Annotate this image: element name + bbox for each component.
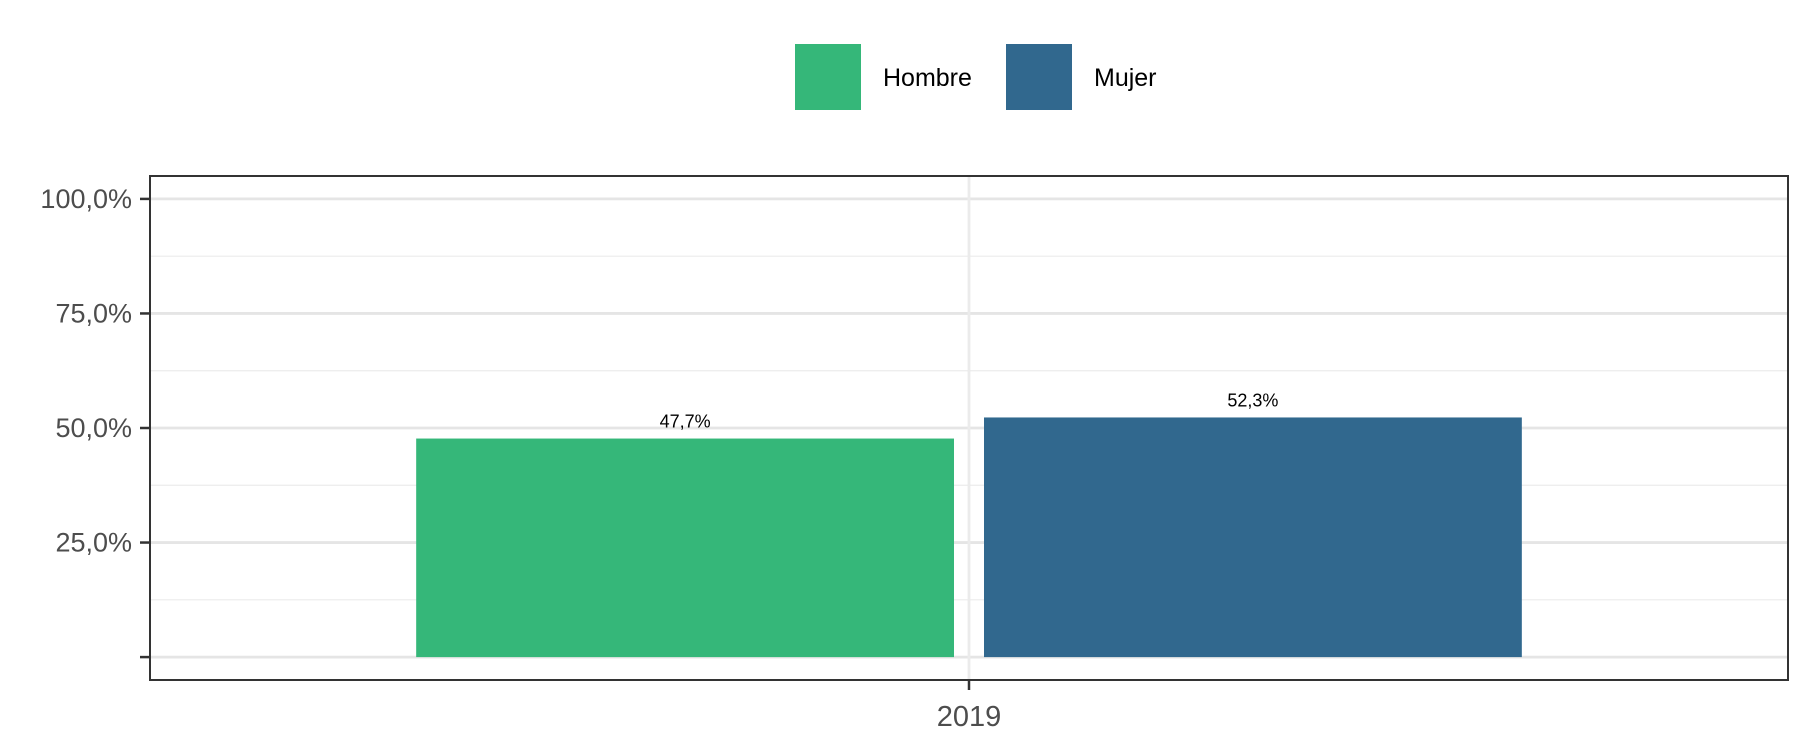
bar-hombre bbox=[416, 438, 954, 658]
bars bbox=[416, 417, 1522, 658]
y-tick-label: 75,0% bbox=[55, 298, 132, 328]
legend-label: Mujer bbox=[1094, 64, 1157, 92]
y-tick-label: 100,0% bbox=[40, 184, 132, 214]
legend-key-mujer bbox=[1006, 44, 1072, 110]
bar-mujer bbox=[984, 417, 1522, 658]
legend-key-hombre bbox=[795, 44, 861, 110]
y-tick-label: 25,0% bbox=[55, 528, 132, 558]
data-label: 47,7% bbox=[660, 412, 711, 432]
grid bbox=[150, 176, 1788, 680]
y-axis: 25,0% 50,0% 75,0% 100,0% bbox=[40, 184, 150, 659]
data-labels: 47,7% 52,3% bbox=[660, 390, 1279, 431]
legend: Hombre Mujer bbox=[795, 44, 1157, 110]
legend-label: Hombre bbox=[883, 64, 972, 92]
x-tick-label: 2019 bbox=[937, 701, 1002, 733]
y-tick-label: 50,0% bbox=[55, 413, 132, 443]
data-label: 52,3% bbox=[1227, 390, 1278, 410]
x-axis: 2019 bbox=[937, 680, 1002, 733]
